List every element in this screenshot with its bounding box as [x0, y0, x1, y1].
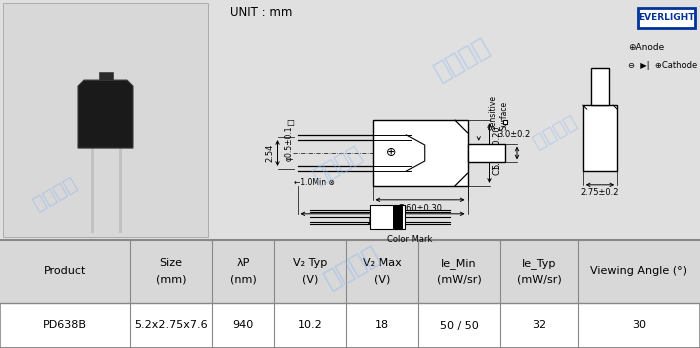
Text: 7.60±0.30: 7.60±0.30: [398, 204, 442, 213]
Text: (mW/sr): (mW/sr): [517, 275, 561, 285]
Text: λP: λP: [237, 259, 250, 269]
Text: PD638B: PD638B: [43, 321, 87, 331]
Bar: [3, 3, 208, 237]
Text: ←1.0Min ⊗: ←1.0Min ⊗: [295, 179, 335, 187]
Bar: [638, 8, 695, 28]
Text: V₂ Max: V₂ Max: [363, 259, 401, 269]
Text: □: □: [286, 118, 295, 127]
Text: 超毅电子: 超毅电子: [30, 174, 80, 214]
Text: Sensitive
Surface: Sensitive Surface: [489, 95, 508, 129]
Text: 18: 18: [375, 321, 389, 331]
Text: 超毅电子: 超毅电子: [530, 112, 580, 152]
Bar: [0, 240, 700, 303]
Text: (V): (V): [374, 275, 390, 285]
Bar: [372, 120, 468, 186]
Bar: [503, 120, 507, 124]
Bar: [0, 240, 700, 348]
Text: ⊖  ▶|  ⊕Cathode: ⊖ ▶| ⊕Cathode: [628, 62, 697, 71]
Text: (nm): (nm): [230, 275, 256, 285]
Text: Ie_Typ: Ie_Typ: [522, 258, 556, 269]
Text: 1.5Max: 1.5Max: [435, 149, 463, 158]
Text: 2.54: 2.54: [265, 144, 274, 162]
Text: UNIT : mm: UNIT : mm: [230, 6, 293, 19]
Text: 超毅电子: 超毅电子: [320, 242, 384, 293]
Text: 50 / 50: 50 / 50: [440, 321, 478, 331]
Text: 超毅电子: 超毅电子: [310, 143, 366, 187]
Text: (mm): (mm): [155, 275, 186, 285]
Text: 2.75±0.2: 2.75±0.2: [581, 188, 620, 197]
Text: 超毅电子: 超毅电子: [430, 34, 494, 85]
Text: EVERLIGHT: EVERLIGHT: [638, 14, 694, 23]
Bar: [0, 0, 700, 240]
Text: Product: Product: [44, 267, 86, 277]
Text: Color Mark: Color Mark: [387, 235, 433, 244]
Text: 13.5Min: 13.5Min: [365, 217, 399, 226]
Bar: [393, 205, 403, 229]
Bar: [468, 144, 505, 163]
Text: V₂ Typ: V₂ Typ: [293, 259, 327, 269]
Text: (mW/sr): (mW/sr): [437, 275, 482, 285]
Bar: [370, 205, 405, 229]
Text: ⊕: ⊕: [386, 147, 397, 159]
Text: Viewing Angle (°): Viewing Angle (°): [591, 267, 687, 277]
Text: 5.2x2.75x7.6: 5.2x2.75x7.6: [134, 321, 208, 331]
Text: 3.0±0.2: 3.0±0.2: [498, 129, 531, 139]
Text: φ0.5±0.1: φ0.5±0.1: [285, 125, 294, 161]
Bar: [591, 68, 610, 105]
Text: 30: 30: [632, 321, 646, 331]
Text: ⊕Anode: ⊕Anode: [628, 44, 664, 53]
Text: Ie_Min: Ie_Min: [441, 258, 477, 269]
Polygon shape: [78, 80, 133, 148]
Text: 32: 32: [532, 321, 546, 331]
Text: C1.00: C1.00: [493, 151, 501, 175]
Text: Size: Size: [160, 259, 183, 269]
Text: 5.25±0.20: 5.25±0.20: [493, 125, 501, 169]
Bar: [583, 105, 617, 171]
Text: 10.2: 10.2: [298, 321, 323, 331]
Text: 940: 940: [232, 321, 253, 331]
Text: (V): (V): [302, 275, 318, 285]
Bar: [99, 72, 113, 80]
Bar: [0, 240, 700, 348]
